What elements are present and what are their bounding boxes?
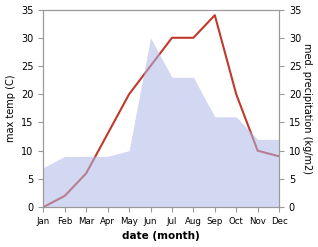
Y-axis label: med. precipitation (kg/m2): med. precipitation (kg/m2) bbox=[302, 43, 313, 174]
Y-axis label: max temp (C): max temp (C) bbox=[5, 75, 16, 142]
X-axis label: date (month): date (month) bbox=[122, 231, 200, 242]
